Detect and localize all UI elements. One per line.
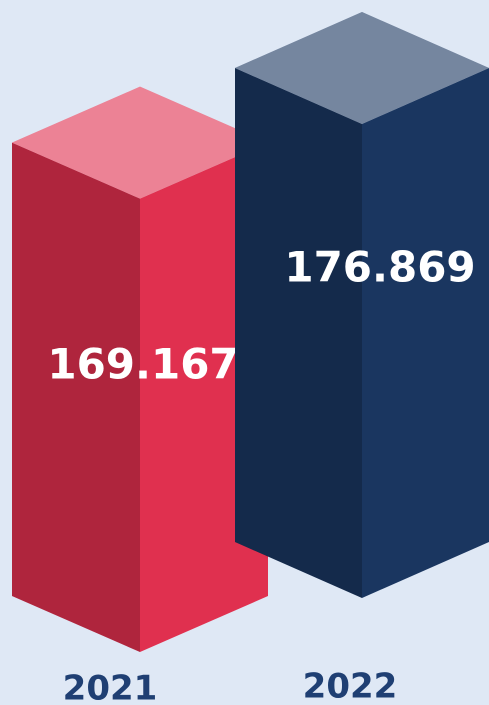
bar-top-face xyxy=(12,86,268,199)
bar-right-face xyxy=(362,68,489,598)
x-tick-label: 2021 xyxy=(63,669,158,705)
bar-left-shade xyxy=(12,142,140,652)
bar-top-shade xyxy=(235,12,489,124)
bar-top-face xyxy=(235,12,489,124)
value-label: 176.869 xyxy=(284,243,475,292)
bar-left-shade xyxy=(235,68,362,598)
bar-left-face xyxy=(12,142,140,652)
value-label: 169.167 xyxy=(47,340,238,389)
bar-left-face xyxy=(235,68,362,598)
bar-top-shade xyxy=(12,86,268,199)
x-tick-label: 2022 xyxy=(303,667,398,705)
